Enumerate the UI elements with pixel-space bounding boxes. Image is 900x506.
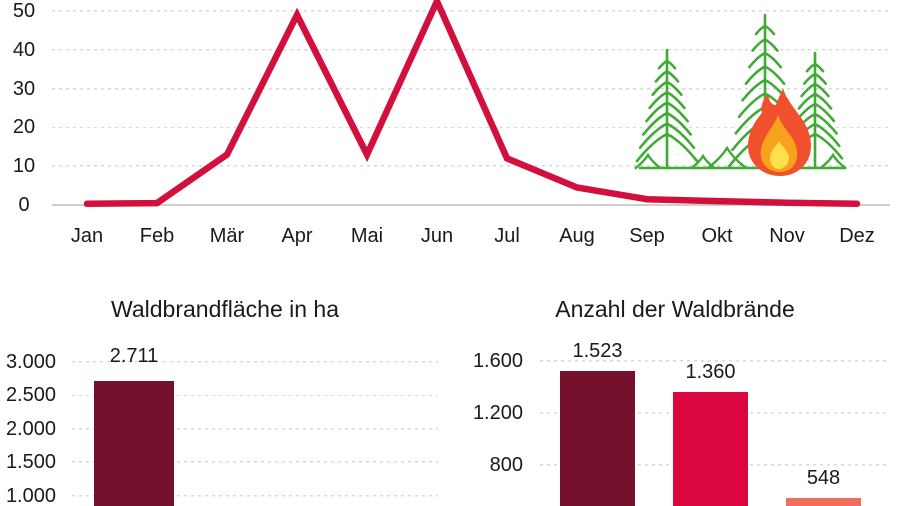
gridline [540, 360, 888, 362]
gridline [72, 427, 438, 430]
y-tick-label: 3.000 [5, 351, 56, 373]
bar-value-label: 1.360 [685, 361, 736, 384]
x-tick-label: Okt [701, 225, 733, 247]
y-tick-label: 20 [12, 116, 36, 139]
x-tick-label: Aug [559, 225, 595, 247]
x-tick-label: Jul [494, 225, 520, 247]
x-tick-label: Mai [350, 225, 384, 247]
x-tick-label: Mär [209, 225, 245, 247]
chart-title: Waldbrandfläche in ha [110, 296, 339, 322]
bar-value-label: 2.711 [109, 345, 159, 368]
x-tick-label: Sep [629, 225, 665, 247]
line-series-path [83, 0, 861, 208]
bar [560, 371, 635, 506]
bush-icon [706, 145, 748, 170]
y-tick-label: 1.500 [5, 451, 56, 474]
bar [94, 381, 174, 506]
area-bar-chart: Waldbrandfläche in ha 3.000 2.500 2.000 1.5… [0, 253, 450, 506]
y-tick-label: 30 [12, 77, 36, 100]
flame-core [770, 141, 789, 169]
x-axis-line [52, 204, 890, 206]
y-tick-label: 50 [12, 0, 36, 22]
gridline [52, 126, 890, 129]
x-tick-label: Dez [839, 225, 875, 247]
y-tick-label: 2.000 [5, 417, 56, 440]
x-tick-label: Nov [769, 225, 805, 247]
y-tick-label: 0 [18, 194, 30, 216]
y-tick-label: 1.200 [472, 402, 523, 424]
bush-icon [634, 152, 662, 170]
gridline [52, 165, 890, 168]
fires-line-series [83, 0, 861, 208]
gridline [52, 48, 890, 51]
gridline [72, 394, 438, 397]
y-tick-label: 2.500 [5, 384, 56, 407]
y-tick-label: 40 [12, 38, 36, 61]
fire-icon [748, 88, 811, 176]
gridline [72, 494, 438, 497]
monthly-line-chart: 0 10 20 30 40 50 Jan Feb Mär Apr Mai Jun Jul Aug Sep O… [12, 0, 890, 247]
y-tick-label: 800 [489, 454, 523, 476]
gridline [72, 361, 438, 363]
x-tick-label: Feb [139, 225, 175, 247]
x-tick-label: Jan [70, 225, 104, 247]
x-tick-label: Apr [281, 225, 313, 247]
burning-forest-illustration [634, 13, 847, 176]
y-tick-label: 1.600 [472, 350, 523, 372]
gridline [52, 10, 890, 12]
bush-icon [819, 152, 847, 170]
bar-value-label: 548 [806, 466, 841, 489]
bar [786, 497, 861, 506]
chart-title: Anzahl der Waldbrände [555, 296, 795, 322]
count-bar-chart: Anzahl der Waldbrände 1.600 1.200 800 1.523… [450, 253, 900, 506]
gridline [72, 461, 438, 464]
gridline [52, 87, 890, 90]
x-tick-label: Jun [420, 225, 454, 247]
bar [673, 392, 748, 506]
y-tick-label: 10 [12, 155, 36, 178]
bar-value-label: 1.523 [572, 340, 623, 362]
pine-tree-icon [635, 48, 699, 170]
bush-icon [690, 153, 716, 170]
y-tick-label: 1.000 [5, 484, 56, 506]
